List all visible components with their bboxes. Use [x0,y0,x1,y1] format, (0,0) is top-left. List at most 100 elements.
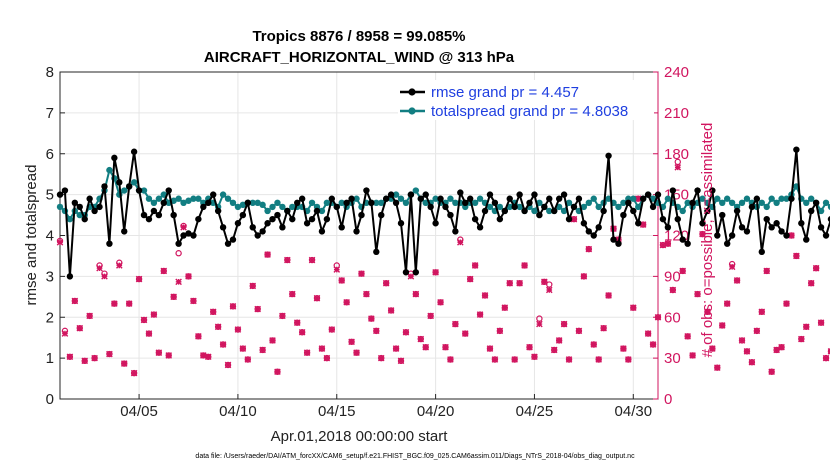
series-point-rmse [723,240,731,247]
obs-assimilated-point [412,290,420,298]
y-right-tick-label: 240 [664,64,689,81]
series-point-rmse [555,195,563,202]
series-point-totalspread [432,195,439,202]
series-point-totalspread [822,199,830,206]
obs-assimilated-point [358,270,365,277]
y-axis-label-right: # of obs: o=possible; ×=assimilated [699,123,716,358]
obs-assimilated-point [738,337,746,344]
obs-assimilated-point [664,240,672,247]
obs-assimilated-point [234,326,242,333]
obs-assimilated-point [649,341,657,348]
series-point-rmse [496,215,504,223]
y-tick-label: 2 [46,309,54,326]
series-point-totalspread [397,195,405,202]
obs-assimilated-point [219,341,227,348]
series-point-rmse [822,232,830,239]
obs-assimilated-point [491,356,499,363]
obs-assimilated-point [259,346,266,354]
series-point-rmse [427,203,434,211]
series-point-rmse [768,224,775,231]
series-point-rmse [699,220,706,227]
series-point-rmse [160,199,167,206]
series-point-rmse [353,228,360,235]
y-axis-label: rmse and totalspread [23,165,40,306]
series-point-totalspread [180,199,187,206]
series-point-rmse [551,207,558,215]
obs-assimilated-point [526,343,533,351]
obs-assimilated-point [481,292,489,299]
obs-assimilated-point [447,356,454,363]
series-point-totalspread [185,197,192,204]
obs-assimilated-point [229,303,237,310]
series-point-totalspread [620,199,627,206]
series-point-rmse [689,199,696,206]
series-point-rmse [397,220,405,227]
series-point-rmse [491,199,499,206]
series-point-rmse [190,232,197,239]
series-point-rmse [808,207,815,215]
data-file-footnote: data file: /Users/raeder/DAI/ATM_forcXX/… [195,453,635,460]
obs-assimilated-point [204,353,212,361]
obs-assimilated-point [600,324,607,332]
obs-assimilated-point [817,319,825,326]
obs-assimilated-point [461,330,469,337]
series-point-rmse [590,232,597,239]
series-point-totalspread [323,199,331,206]
series-point-rmse [615,240,622,247]
series-point-rmse [170,211,177,219]
series-point-rmse [175,240,182,247]
obs-assimilated-point [318,345,326,352]
series-point-rmse [66,273,74,280]
series-point-rmse [664,224,672,231]
obs-assimilated-point [116,262,123,269]
series-point-totalspread [738,199,746,206]
obs-assimilated-point [333,266,341,273]
series-point-totalspread [723,195,731,202]
obs-assimilated-point [669,286,677,294]
series-point-rmse [229,236,237,243]
series-point-rmse [565,215,573,223]
series-point-rmse [244,199,252,206]
obs-assimilated-point [452,320,459,328]
obs-assimilated-point [200,352,207,359]
obs-assimilated-point [580,273,588,280]
series-point-totalspread [175,195,182,202]
series-point-rmse [709,187,716,194]
series-point-totalspread [471,199,479,206]
series-point-rmse [788,195,795,202]
obs-assimilated-point [536,320,543,328]
series-point-rmse [284,207,291,215]
series-point-totalspread [827,203,830,210]
series-point-rmse [793,146,800,153]
series-point-rmse [580,220,588,227]
series-point-totalspread [476,195,484,202]
obs-assimilated-point [323,354,331,362]
series-point-rmse [378,211,385,219]
chart-subtitle: AIRCRAFT_HORIZONTAL_WIND @ 313 hPa [204,49,515,66]
obs-assimilated-point [466,275,474,283]
series-point-rmse [704,207,711,215]
series-point-totalspread [259,201,266,209]
series-point-totalspread [664,195,672,202]
obs-assimilated-point [714,364,721,371]
series-point-rmse [610,236,617,243]
obs-assimilated-point [56,239,64,246]
series-point-rmse [318,228,326,235]
series-point-totalspread [684,199,691,206]
series-point-totalspread [239,201,247,209]
series-point-totalspread [719,199,726,206]
series-point-rmse [630,207,637,215]
series-point-rmse [694,187,701,194]
series-point-totalspread [516,203,523,211]
obs-assimilated-point [457,239,464,246]
obs-assimilated-point [111,300,118,307]
obs-assimilated-point [644,330,652,337]
y-tick-label: 0 [46,391,54,408]
series-point-rmse [101,183,108,190]
series-point-rmse [382,195,390,202]
obs-assimilated-point [293,319,301,326]
obs-assimilated-point [343,298,350,306]
series-point-rmse [254,232,261,239]
obs-assimilated-point [555,337,563,344]
series-point-rmse [635,220,642,227]
